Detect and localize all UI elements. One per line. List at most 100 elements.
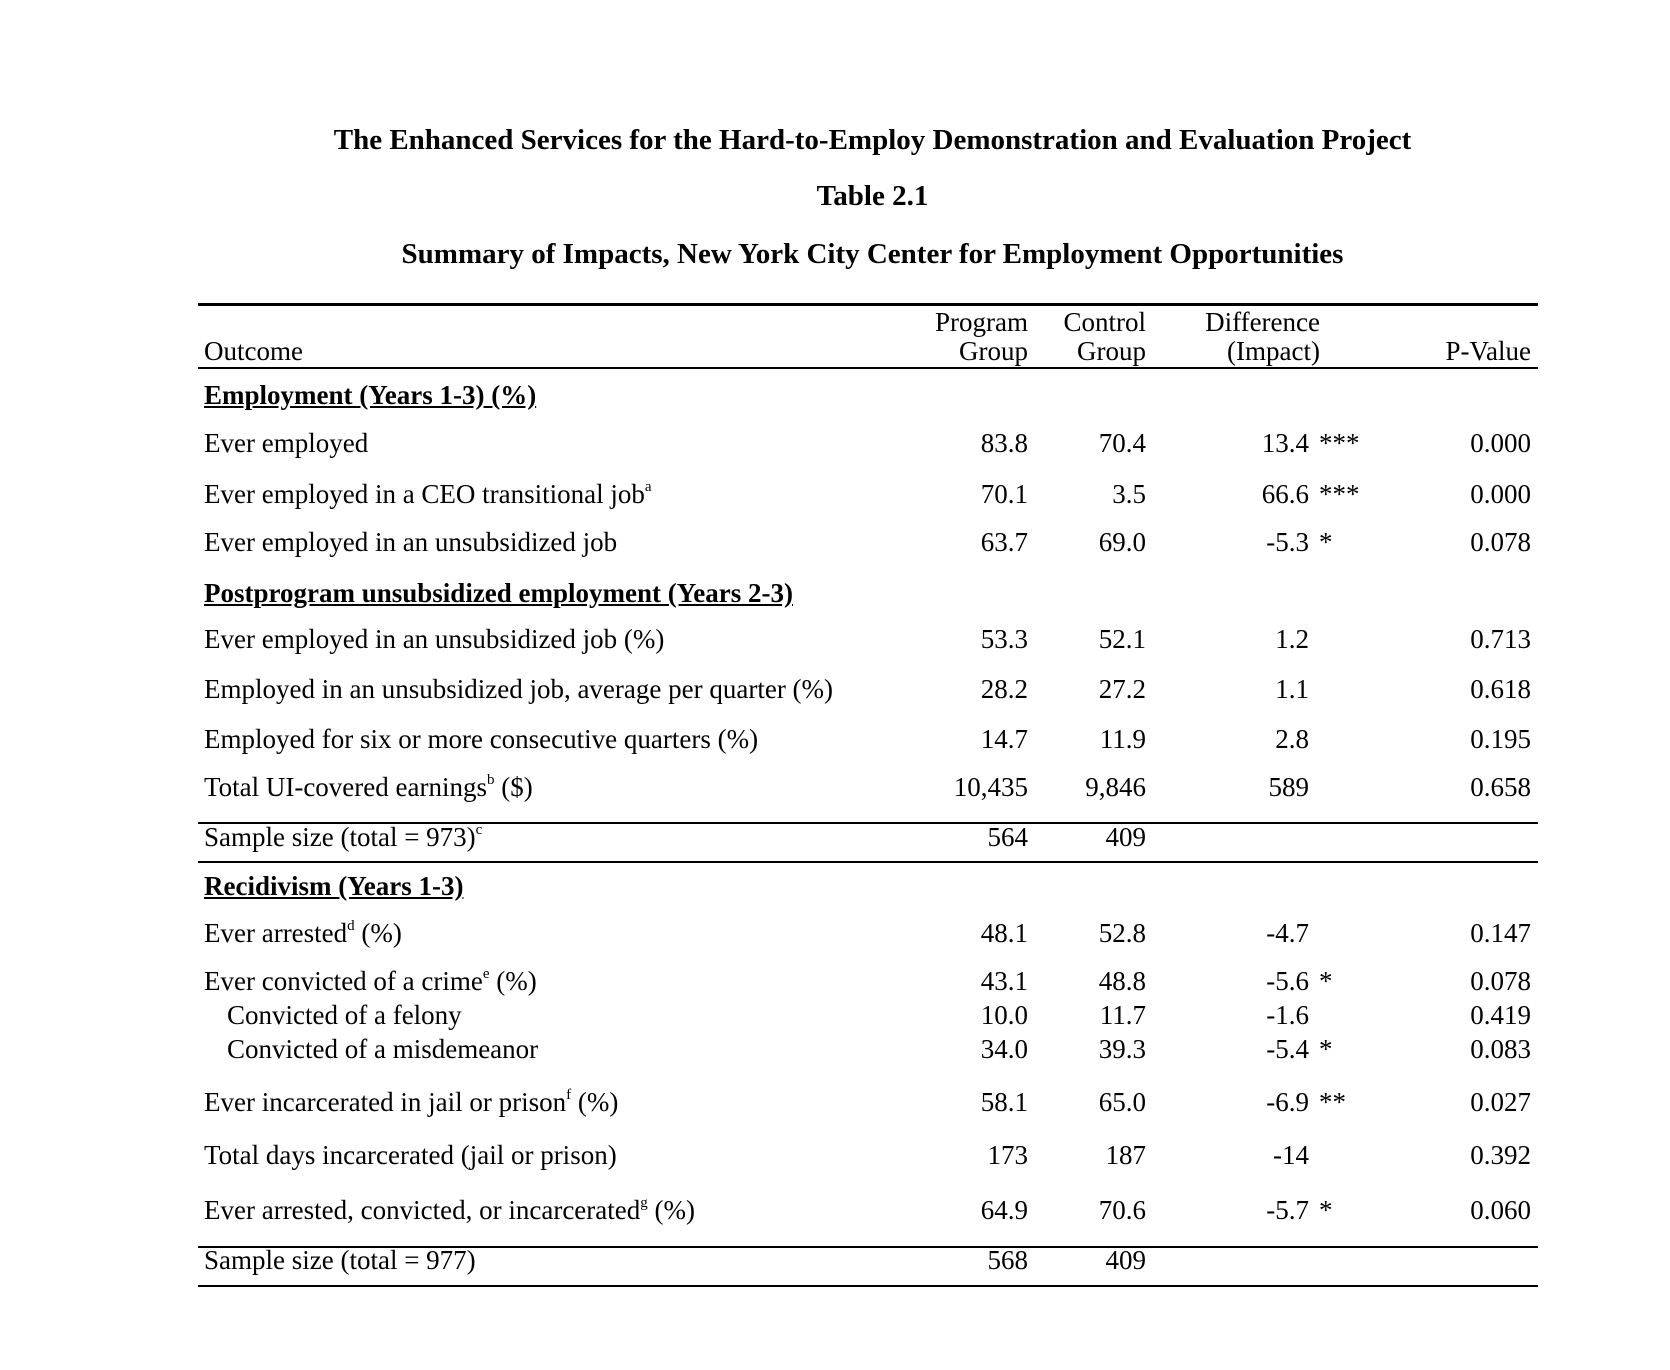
control-value: 39.3 <box>1098 1034 1146 1064</box>
program-value: 10.0 <box>980 1000 1028 1030</box>
program-value: 48.1 <box>980 918 1028 948</box>
control-value: 27.2 <box>1098 674 1146 704</box>
row-label-text: Sample size (total = 973) <box>204 822 476 852</box>
control-value: 69.0 <box>1098 527 1146 557</box>
table-row: Ever employed in an unsubsidized job 63.7… <box>198 526 1538 558</box>
header-difference-2: (Impact) <box>1227 336 1320 366</box>
difference-value: -14 <box>1273 1140 1309 1170</box>
program-value: 53.3 <box>980 624 1028 654</box>
program-value: 568 <box>987 1245 1029 1275</box>
program-value: 58.1 <box>980 1087 1028 1117</box>
section-row: Employment (Years 1-3) (%) <box>198 379 1538 411</box>
row-label-text: Ever arrested <box>204 918 348 948</box>
pvalue-value: 0.419 <box>1470 1000 1531 1030</box>
row-label: Employed for six or more consecutive qua… <box>204 723 758 755</box>
section-postprogram: Postprogram unsubsidized employment (Yea… <box>204 578 793 608</box>
row-label: Ever employed <box>204 427 368 459</box>
header-rule <box>198 367 1538 369</box>
row-label: Total UI-covered earningsb ($) <box>204 771 533 803</box>
program-value: 70.1 <box>980 479 1028 509</box>
header-pvalue: P-Value <box>1445 336 1531 366</box>
pvalue-value: 0.000 <box>1470 479 1531 509</box>
row-label-text: Sample size (total = 977) <box>204 1245 476 1275</box>
program-value: 564 <box>987 822 1029 852</box>
control-value: 187 <box>1105 1140 1147 1170</box>
control-value: 409 <box>1105 822 1147 852</box>
pvalue-value: 0.147 <box>1470 918 1531 948</box>
control-value: 52.1 <box>1098 624 1146 654</box>
row-label: Ever incarcerated in jail or prisonf (%) <box>204 1086 618 1118</box>
control-value: 65.0 <box>1098 1087 1146 1117</box>
pvalue-value: 0.195 <box>1470 724 1531 754</box>
section-row: Postprogram unsubsidized employment (Yea… <box>198 577 1538 609</box>
table-row: Sample size (total = 973)c 564 409 <box>198 821 1538 853</box>
row-label: Ever employed in an unsubsidized job <box>204 526 617 558</box>
pvalue-value: 0.027 <box>1470 1087 1531 1117</box>
row-label: Ever arrested, convicted, or incarcerate… <box>204 1194 695 1226</box>
rule-above-sample-1 <box>198 822 1538 824</box>
difference-value: 1.1 <box>1275 674 1309 704</box>
row-label-text: Convicted of a misdemeanor <box>227 1034 539 1064</box>
pvalue-value: 0.392 <box>1470 1140 1531 1170</box>
pvalue-value: 0.000 <box>1470 428 1531 458</box>
row-label: Ever employed in an unsubsidized job (%) <box>204 623 664 655</box>
significance-stars: * <box>1319 1034 1333 1064</box>
program-value: 64.9 <box>980 1195 1028 1225</box>
difference-value: -6.9 <box>1266 1087 1309 1117</box>
table-row: Convicted of a misdemeanor 34.0 39.3 -5.4 * 0… <box>198 1033 1538 1065</box>
program-value: 43.1 <box>980 966 1028 996</box>
project-title: The Enhanced Services for the Hard-to-Em… <box>333 124 1412 156</box>
footnote-marker: a <box>644 479 652 495</box>
row-label-suffix: (%) <box>489 966 537 996</box>
row-label-text: Total days incarcerated (jail or prison) <box>204 1140 617 1170</box>
row-label: Convicted of a misdemeanor <box>227 1033 538 1065</box>
header-difference-1: Difference <box>1205 307 1320 337</box>
difference-value: 2.8 <box>1275 724 1309 754</box>
table-row: Employed for six or more consecutive qua… <box>198 723 1538 755</box>
program-value: 10,435 <box>953 772 1028 802</box>
difference-value: 13.4 <box>1261 428 1309 458</box>
row-label-text: Ever employed in an unsubsidized job (%) <box>204 624 665 654</box>
significance-stars: * <box>1319 1195 1333 1225</box>
header-program-2: Group <box>959 336 1028 366</box>
header-row-1: Program Control Difference <box>198 306 1538 338</box>
row-label-text: Ever arrested, convicted, or incarcerate… <box>204 1195 641 1225</box>
bottom-rule <box>198 1285 1538 1287</box>
difference-value: -5.4 <box>1266 1034 1309 1064</box>
table-row: Employed in an unsubsidized job, average… <box>198 673 1538 705</box>
control-value: 70.4 <box>1098 428 1146 458</box>
program-value: 34.0 <box>980 1034 1028 1064</box>
row-label-text: Ever employed in an unsubsidized job <box>204 527 618 557</box>
footnote-marker: e <box>482 966 490 982</box>
row-label-text: Ever employed in a CEO transitional job <box>204 479 645 509</box>
difference-value: -5.6 <box>1266 966 1309 996</box>
footnote-marker: f <box>566 1087 572 1103</box>
row-label: Ever employed in a CEO transitional joba <box>204 478 652 510</box>
table-row: Ever employed 83.8 70.4 13.4 *** 0.000 <box>198 427 1538 459</box>
row-label-text: Total UI-covered earnings <box>204 772 487 802</box>
pvalue-value: 0.078 <box>1470 966 1531 996</box>
row-label-text: Ever employed <box>204 428 369 458</box>
row-label-suffix: ($) <box>494 772 533 802</box>
footnote-marker: d <box>347 918 355 934</box>
header-outcome: Outcome <box>204 336 303 366</box>
program-value: 63.7 <box>980 527 1028 557</box>
row-label-text: Employed for six or more consecutive qua… <box>204 724 759 754</box>
footnote-marker: b <box>487 772 495 788</box>
control-value: 3.5 <box>1112 479 1146 509</box>
table-row: Sample size (total = 977) 568 409 <box>198 1244 1538 1276</box>
program-value: 28.2 <box>980 674 1028 704</box>
row-label: Employed in an unsubsidized job, average… <box>204 673 833 705</box>
row-label: Ever arrestedd (%) <box>204 917 402 949</box>
row-label-suffix: (%) <box>571 1087 619 1117</box>
table-title: Summary of Impacts, New York City Center… <box>401 238 1344 270</box>
control-value: 409 <box>1105 1245 1147 1275</box>
difference-value: -5.3 <box>1266 527 1309 557</box>
significance-stars: * <box>1319 966 1333 996</box>
table-row: Ever convicted of a crimee (%) 43.1 48.8 -5… <box>198 965 1538 997</box>
rule-above-sample-2 <box>198 1246 1538 1248</box>
row-label-text: Convicted of a felony <box>227 1000 462 1030</box>
table-row: Ever incarcerated in jail or prisonf (%)… <box>198 1086 1538 1118</box>
significance-stars: *** <box>1319 428 1360 458</box>
pvalue-value: 0.658 <box>1470 772 1531 802</box>
